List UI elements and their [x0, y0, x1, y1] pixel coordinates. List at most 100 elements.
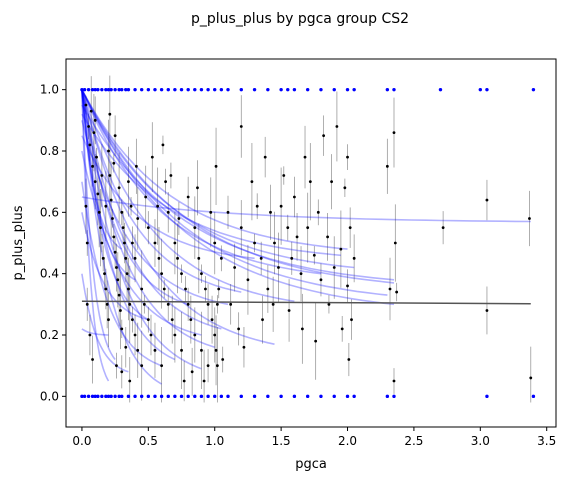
data-point	[103, 272, 106, 276]
data-point	[104, 204, 108, 208]
data-point	[250, 180, 254, 184]
data-point	[173, 241, 177, 245]
data-point	[300, 327, 304, 331]
data-point	[290, 256, 294, 260]
y-tick-label: 1.0	[40, 83, 59, 97]
data-point	[229, 302, 233, 306]
data-point	[120, 394, 124, 399]
data-point	[117, 186, 121, 190]
data-point	[209, 210, 213, 214]
data-point	[213, 333, 217, 337]
data-point	[306, 226, 310, 230]
data-point	[330, 180, 333, 184]
group-fit-line	[81, 89, 163, 385]
data-point	[124, 87, 128, 92]
data-point	[153, 394, 157, 399]
data-point	[345, 394, 350, 399]
chart-title: p_plus_plus by pgca group CS2	[191, 11, 409, 27]
data-point	[197, 256, 201, 260]
data-point	[82, 394, 87, 399]
data-point	[146, 226, 150, 230]
data-point	[120, 87, 124, 92]
data-point	[80, 87, 84, 92]
data-point	[108, 174, 112, 177]
data-point	[180, 272, 183, 276]
data-point	[93, 394, 97, 399]
data-point	[200, 272, 203, 276]
data-point	[104, 87, 108, 92]
group-fit-line	[81, 212, 149, 321]
data-point	[126, 87, 131, 92]
group-fit-line	[81, 89, 176, 361]
data-point	[109, 87, 113, 92]
data-point	[112, 161, 116, 165]
data-point	[101, 256, 105, 260]
data-point	[116, 278, 120, 282]
data-point	[166, 210, 170, 214]
data-point	[385, 164, 389, 168]
data-point	[84, 103, 88, 107]
data-point	[339, 247, 343, 251]
y-tick-label: 0.4	[40, 267, 59, 281]
data-point	[214, 348, 218, 352]
x-tick-label: 0.5	[139, 434, 158, 448]
data-point	[332, 266, 336, 269]
data-point	[100, 174, 104, 177]
data-point	[219, 256, 223, 260]
data-point	[146, 394, 151, 399]
data-point	[184, 287, 187, 291]
group-fit-line	[81, 89, 388, 296]
data-point	[111, 217, 114, 220]
data-point	[485, 394, 489, 399]
data-point	[159, 87, 164, 92]
data-point	[117, 87, 121, 92]
data-point	[193, 226, 197, 230]
y-tick-label: 0.2	[40, 328, 59, 342]
group-fit-line	[81, 328, 109, 336]
data-point	[105, 302, 109, 306]
data-point	[153, 87, 157, 92]
group-fit-line	[81, 113, 341, 257]
data-point	[239, 226, 243, 230]
data-point	[169, 174, 173, 177]
data-point	[221, 358, 225, 361]
group-fit-line	[81, 89, 355, 269]
data-point	[126, 394, 131, 399]
data-point	[327, 302, 331, 306]
data-point	[206, 87, 210, 92]
data-point	[438, 87, 443, 92]
data-point	[279, 394, 283, 399]
y-tick-label: 0.8	[40, 144, 59, 158]
data-point	[263, 155, 267, 159]
data-point	[305, 87, 310, 92]
data-point	[109, 394, 113, 399]
data-point	[173, 87, 177, 92]
group-fit-line	[81, 89, 395, 306]
data-point	[162, 287, 166, 291]
data-point	[86, 394, 91, 399]
data-point	[193, 394, 197, 399]
data-point	[348, 226, 352, 230]
data-point	[326, 235, 329, 239]
data-point	[346, 284, 349, 288]
group-fit-line	[81, 89, 242, 293]
data-point	[120, 210, 124, 214]
data-point	[117, 293, 121, 297]
data-point	[196, 186, 199, 190]
data-point	[117, 394, 121, 399]
data-point	[282, 174, 286, 177]
data-point	[239, 87, 243, 92]
data-point	[314, 339, 318, 343]
data-point	[112, 235, 116, 239]
group-fit-layer	[81, 89, 531, 385]
data-point	[85, 241, 89, 245]
data-point	[316, 210, 320, 214]
data-point	[393, 241, 397, 245]
data-point	[104, 394, 108, 399]
data-point	[226, 87, 230, 92]
data-point	[190, 370, 194, 374]
plot-area	[65, 58, 557, 428]
data-point	[303, 155, 307, 159]
data-point	[199, 394, 204, 399]
data-point	[90, 394, 95, 399]
